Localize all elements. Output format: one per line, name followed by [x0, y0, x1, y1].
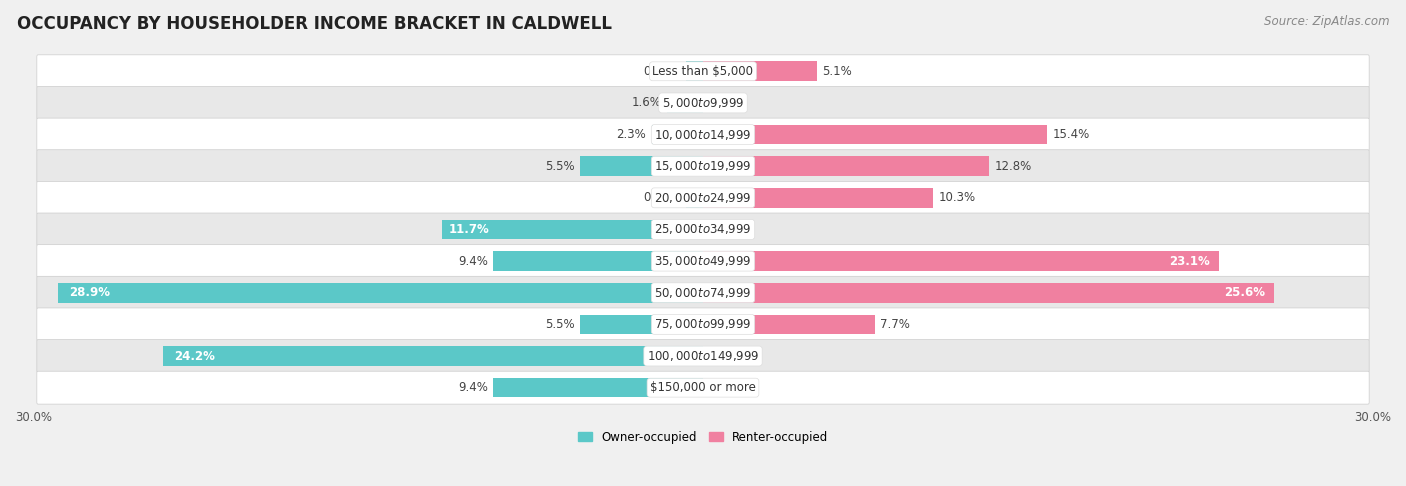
Text: Less than $5,000: Less than $5,000	[652, 65, 754, 78]
Bar	[703, 61, 817, 81]
Text: $150,000 or more: $150,000 or more	[650, 381, 756, 394]
Bar	[703, 188, 932, 208]
Text: OCCUPANCY BY HOUSEHOLDER INCOME BRACKET IN CALDWELL: OCCUPANCY BY HOUSEHOLDER INCOME BRACKET …	[17, 15, 612, 33]
Legend: Owner-occupied, Renter-occupied: Owner-occupied, Renter-occupied	[572, 426, 834, 449]
FancyBboxPatch shape	[37, 55, 1369, 88]
Text: $10,000 to $14,999: $10,000 to $14,999	[654, 127, 752, 141]
Text: 25.6%: 25.6%	[1225, 286, 1265, 299]
Bar	[494, 378, 703, 398]
Text: 0.0%: 0.0%	[709, 381, 738, 394]
Text: $5,000 to $9,999: $5,000 to $9,999	[662, 96, 744, 110]
Bar	[163, 346, 703, 366]
Bar	[581, 314, 703, 334]
Bar	[686, 188, 703, 208]
Text: 5.5%: 5.5%	[546, 318, 575, 331]
Text: 0.78%: 0.78%	[643, 65, 681, 78]
Text: Source: ZipAtlas.com: Source: ZipAtlas.com	[1264, 15, 1389, 28]
Text: 5.5%: 5.5%	[546, 160, 575, 173]
Bar	[703, 156, 988, 176]
Text: 2.3%: 2.3%	[616, 128, 647, 141]
Text: 15.4%: 15.4%	[1052, 128, 1090, 141]
Text: $15,000 to $19,999: $15,000 to $19,999	[654, 159, 752, 173]
Text: $50,000 to $74,999: $50,000 to $74,999	[654, 286, 752, 300]
Bar	[703, 314, 875, 334]
Bar	[668, 93, 703, 113]
Bar	[441, 220, 703, 239]
Text: 10.3%: 10.3%	[938, 191, 976, 204]
Text: 0.0%: 0.0%	[709, 223, 738, 236]
FancyBboxPatch shape	[37, 150, 1369, 183]
Text: 9.4%: 9.4%	[458, 381, 488, 394]
Text: $100,000 to $149,999: $100,000 to $149,999	[647, 349, 759, 363]
Text: 24.2%: 24.2%	[174, 349, 215, 363]
FancyBboxPatch shape	[37, 371, 1369, 404]
Text: $25,000 to $34,999: $25,000 to $34,999	[654, 223, 752, 237]
Text: 12.8%: 12.8%	[994, 160, 1032, 173]
FancyBboxPatch shape	[37, 118, 1369, 151]
Text: $75,000 to $99,999: $75,000 to $99,999	[654, 317, 752, 331]
Bar	[703, 283, 1274, 303]
Text: 7.7%: 7.7%	[880, 318, 910, 331]
Text: $20,000 to $24,999: $20,000 to $24,999	[654, 191, 752, 205]
Text: 23.1%: 23.1%	[1168, 255, 1209, 268]
Text: 0.78%: 0.78%	[643, 191, 681, 204]
FancyBboxPatch shape	[37, 87, 1369, 120]
Bar	[494, 251, 703, 271]
Bar	[58, 283, 703, 303]
Text: 9.4%: 9.4%	[458, 255, 488, 268]
Text: 0.0%: 0.0%	[709, 349, 738, 363]
FancyBboxPatch shape	[37, 340, 1369, 372]
FancyBboxPatch shape	[37, 244, 1369, 278]
Text: 0.0%: 0.0%	[709, 96, 738, 109]
Text: 5.1%: 5.1%	[823, 65, 852, 78]
FancyBboxPatch shape	[37, 308, 1369, 341]
FancyBboxPatch shape	[37, 277, 1369, 309]
FancyBboxPatch shape	[37, 213, 1369, 246]
Bar	[651, 125, 703, 144]
FancyBboxPatch shape	[37, 181, 1369, 214]
Bar	[703, 251, 1219, 271]
Bar	[703, 125, 1046, 144]
Text: $35,000 to $49,999: $35,000 to $49,999	[654, 254, 752, 268]
Text: 1.6%: 1.6%	[631, 96, 662, 109]
Bar	[686, 61, 703, 81]
Text: 11.7%: 11.7%	[449, 223, 489, 236]
Bar	[581, 156, 703, 176]
Text: 28.9%: 28.9%	[69, 286, 110, 299]
